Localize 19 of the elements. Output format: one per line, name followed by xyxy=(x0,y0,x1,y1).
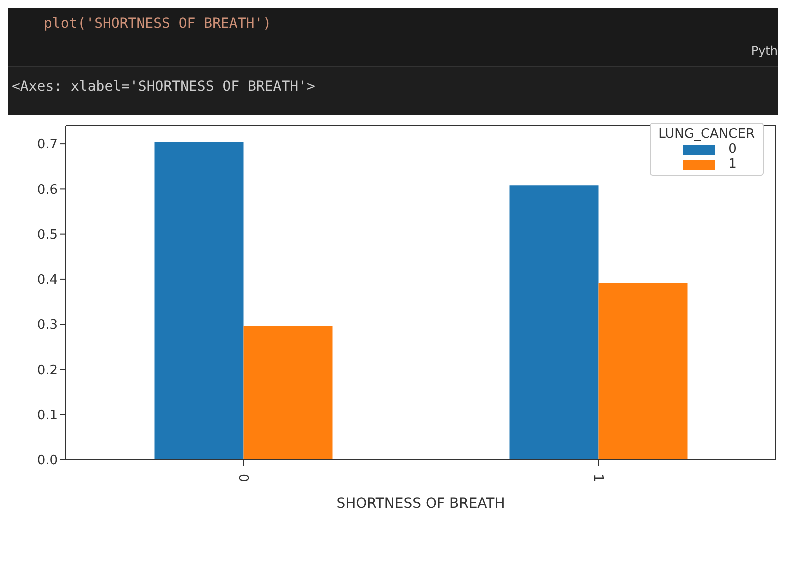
text: Pyth xyxy=(751,44,778,58)
x-axis-title: SHORTNESS OF BREATH xyxy=(336,496,506,512)
y-tick-label: 0.0 xyxy=(37,454,58,469)
text: <Axes: xlabel='SHORTNESS OF BREATH'> xyxy=(12,79,316,95)
legend-label: 1 xyxy=(728,157,737,172)
y-tick-label: 0.5 xyxy=(37,228,58,243)
y-tick-label: 0.7 xyxy=(37,138,58,153)
bar xyxy=(598,283,688,460)
y-tick-label: 0.1 xyxy=(37,408,58,424)
bar xyxy=(154,142,244,460)
bar xyxy=(510,186,599,460)
y-tick-label: 0.3 xyxy=(37,318,58,334)
y-tick-label: 0.4 xyxy=(37,273,58,288)
y-tick-label: 0.6 xyxy=(37,182,58,198)
y-tick-label: 0.2 xyxy=(37,363,58,378)
legend-label: 0 xyxy=(728,142,737,157)
text: plot('SHORTNESS OF BREATH') xyxy=(44,16,272,32)
bar xyxy=(244,326,333,460)
legend-title: LUNG_CANCER xyxy=(658,127,755,142)
